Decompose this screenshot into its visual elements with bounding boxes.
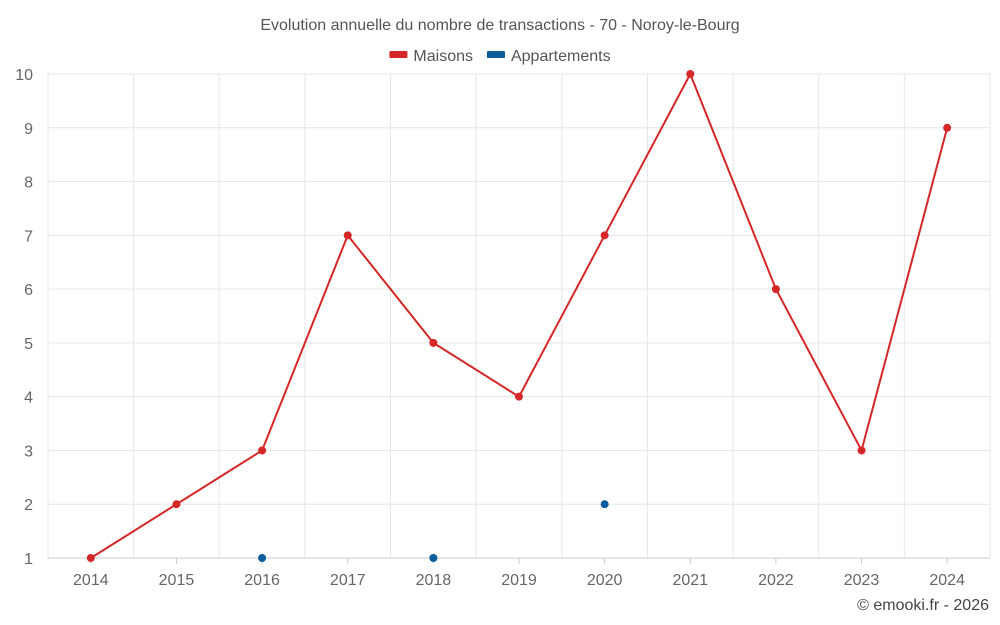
data-point[interactable] [429, 338, 438, 347]
x-tick-label: 2024 [929, 572, 965, 589]
chart-title: Evolution annuelle du nombre de transact… [260, 17, 739, 34]
legend-item-appartements[interactable]: Appartements [486, 48, 611, 65]
grid [47, 73, 991, 559]
data-point[interactable] [86, 554, 95, 562]
data-point[interactable] [771, 285, 780, 294]
x-tick-label: 2019 [501, 572, 537, 589]
y-tick-label: 10 [15, 67, 33, 84]
x-tick-label: 2016 [244, 572, 280, 589]
series-appartements [258, 500, 609, 562]
x-tick-label: 2014 [73, 572, 109, 589]
data-point[interactable] [857, 446, 866, 455]
x-tick-label: 2018 [416, 572, 452, 589]
legend-label: Maisons [413, 48, 473, 65]
series [86, 70, 952, 562]
y-tick-label: 1 [24, 551, 33, 568]
copyright-credit: © emooki.fr - 2026 [857, 597, 989, 614]
data-point[interactable] [943, 123, 952, 132]
y-tick-label: 8 [24, 175, 33, 192]
y-tick-label: 9 [24, 121, 33, 138]
data-point[interactable] [258, 554, 267, 562]
data-point[interactable] [600, 231, 609, 240]
x-tick-label: 2020 [587, 572, 623, 589]
legend-label: Appartements [511, 48, 611, 65]
data-point[interactable] [343, 231, 352, 240]
y-tick-label: 7 [24, 228, 33, 245]
y-tick-label: 2 [24, 497, 33, 514]
y-tick-label: 6 [24, 282, 33, 299]
x-tick-label: 2021 [672, 572, 708, 589]
data-point[interactable] [686, 70, 695, 78]
x-tick-label: 2017 [330, 572, 366, 589]
legend-item-maisons[interactable]: Maisons [389, 48, 473, 65]
axis-ticks: 1 2 3 4 5 6 7 8 9 10 2014 2015 2016 2017 2018 2019 2020 2… [15, 67, 965, 589]
data-point[interactable] [600, 500, 609, 509]
x-tick-label: 2023 [844, 572, 880, 589]
x-tick-label: 2015 [159, 572, 195, 589]
y-tick-label: 3 [24, 443, 33, 460]
y-tick-label: 4 [24, 390, 33, 407]
data-point[interactable] [429, 554, 438, 562]
legend-swatch [389, 51, 408, 58]
data-point[interactable] [515, 392, 523, 401]
data-point[interactable] [258, 446, 267, 455]
y-tick-label: 5 [24, 336, 33, 353]
series-maisons [86, 70, 952, 562]
legend-swatch [486, 51, 505, 58]
legend: Maisons Appartements [389, 48, 611, 65]
data-point[interactable] [172, 500, 181, 509]
x-tick-label: 2022 [758, 572, 794, 589]
